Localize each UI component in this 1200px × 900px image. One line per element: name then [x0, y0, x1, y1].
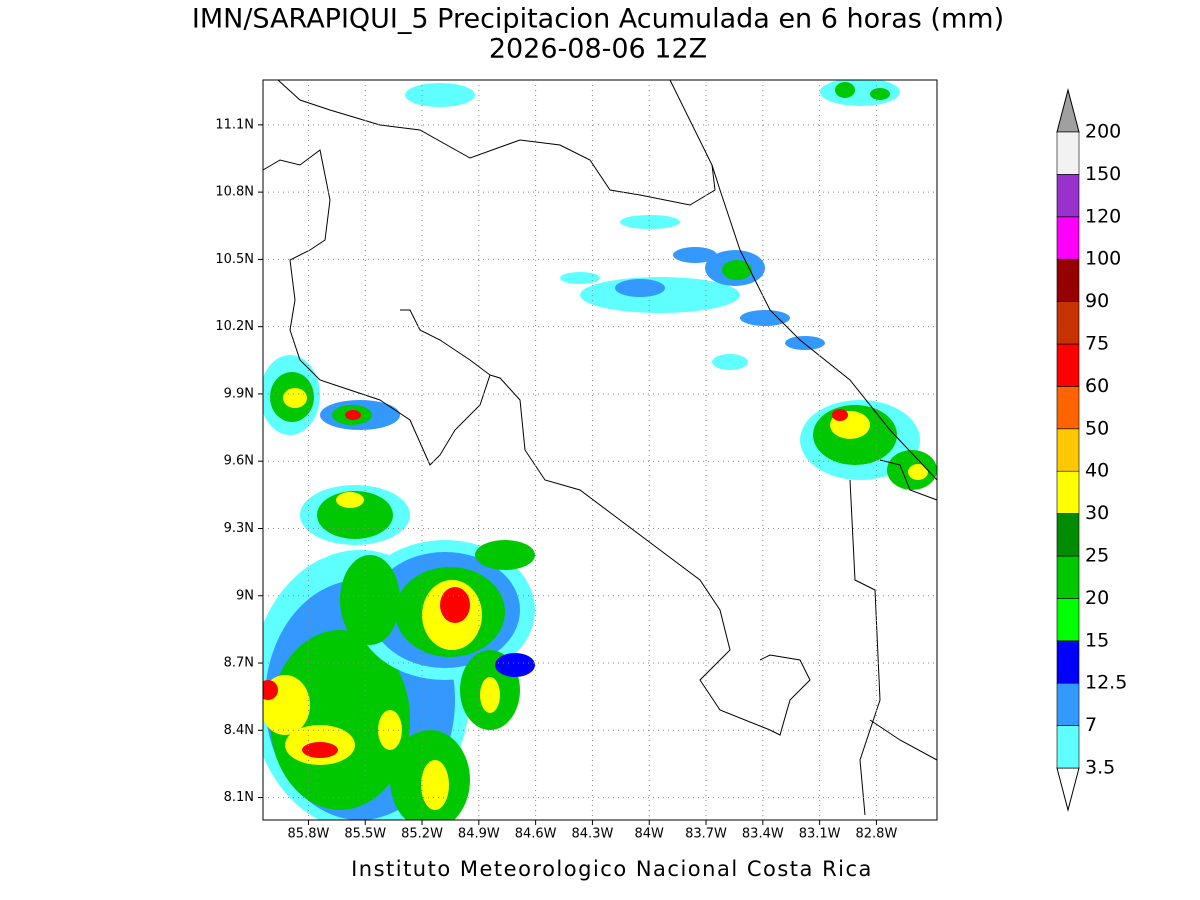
legend-label: 30 — [1085, 502, 1109, 524]
legend-swatch — [1056, 640, 1080, 684]
legend-label: 20 — [1085, 587, 1109, 609]
footer: Instituto Meteorologico Nacional Costa R… — [351, 857, 873, 881]
x-tick-label: 84.6W — [515, 827, 557, 842]
legend-swatch — [1056, 513, 1080, 557]
x-tick-label: 85.5W — [344, 827, 386, 842]
rain-cell — [263, 355, 410, 545]
legend-label: 60 — [1085, 375, 1109, 397]
y-tick-label: 8.7N — [224, 656, 254, 671]
y-tick-label: 8.4N — [224, 723, 254, 738]
legend-label: 90 — [1085, 290, 1109, 312]
x-tick-label: 85.8W — [288, 827, 330, 842]
y-tick-label: 9N — [236, 588, 254, 603]
rain-cell — [340, 540, 535, 730]
subtitle: 2026-08-06 12Z — [489, 34, 707, 65]
legend-label: 40 — [1085, 460, 1109, 482]
legend-label: 150 — [1085, 163, 1121, 185]
legend-over-arrow — [1056, 88, 1080, 133]
legend-swatch — [1056, 216, 1080, 260]
legend-label: 75 — [1085, 333, 1109, 355]
legend-label: 25 — [1085, 545, 1109, 567]
legend-label: 200 — [1085, 121, 1121, 143]
legend-label: 120 — [1085, 205, 1121, 227]
legend-swatch — [1056, 470, 1080, 514]
y-tick-label: 8.1N — [224, 790, 254, 805]
y-tick-label: 9.6N — [224, 454, 254, 469]
precip-field — [263, 80, 937, 820]
legend-swatch — [1056, 131, 1080, 175]
x-tick-label: 84.9W — [458, 827, 500, 842]
legend-label: 7 — [1085, 714, 1097, 736]
legend-label: 50 — [1085, 417, 1109, 439]
legend-swatch — [1056, 343, 1080, 387]
legend-label: 3.5 — [1085, 757, 1115, 779]
y-tick-label: 9.3N — [224, 521, 254, 536]
x-tick-label: 84W — [635, 827, 665, 842]
legend-swatch — [1056, 428, 1080, 472]
x-tick-label: 82.8W — [856, 827, 898, 842]
coastline — [262, 79, 938, 816]
rain-cell — [800, 400, 937, 490]
x-tick-label: 83.1W — [799, 827, 841, 842]
map-frame — [262, 79, 938, 821]
legend-swatch — [1056, 258, 1080, 302]
legend-swatch — [1056, 682, 1080, 726]
x-tick-label: 83.4W — [742, 827, 784, 842]
legend-swatch — [1056, 386, 1080, 430]
legend-swatch — [1056, 301, 1080, 345]
legend-under-arrow — [1056, 767, 1080, 812]
legend-swatch — [1056, 725, 1080, 769]
x-tick-label: 84.3W — [572, 827, 614, 842]
y-tick-label: 10.8N — [215, 185, 254, 200]
legend-label: 15 — [1085, 629, 1109, 651]
legend-label: 100 — [1085, 248, 1121, 270]
y-tick-label: 11.1N — [215, 117, 254, 132]
legend-swatch — [1056, 598, 1080, 642]
legend-label: 12.5 — [1085, 672, 1127, 694]
legend-swatch — [1056, 555, 1080, 599]
x-tick-label: 85.2W — [401, 827, 443, 842]
legend-swatch — [1056, 174, 1080, 218]
rain-band — [405, 80, 900, 370]
title: IMN/SARAPIQUI_5 Precipitacion Acumulada … — [192, 4, 1004, 35]
x-tick-label: 83.7W — [685, 827, 727, 842]
y-tick-label: 10.5N — [215, 252, 254, 267]
y-tick-label: 9.9N — [224, 386, 254, 401]
y-tick-label: 10.2N — [215, 319, 254, 334]
